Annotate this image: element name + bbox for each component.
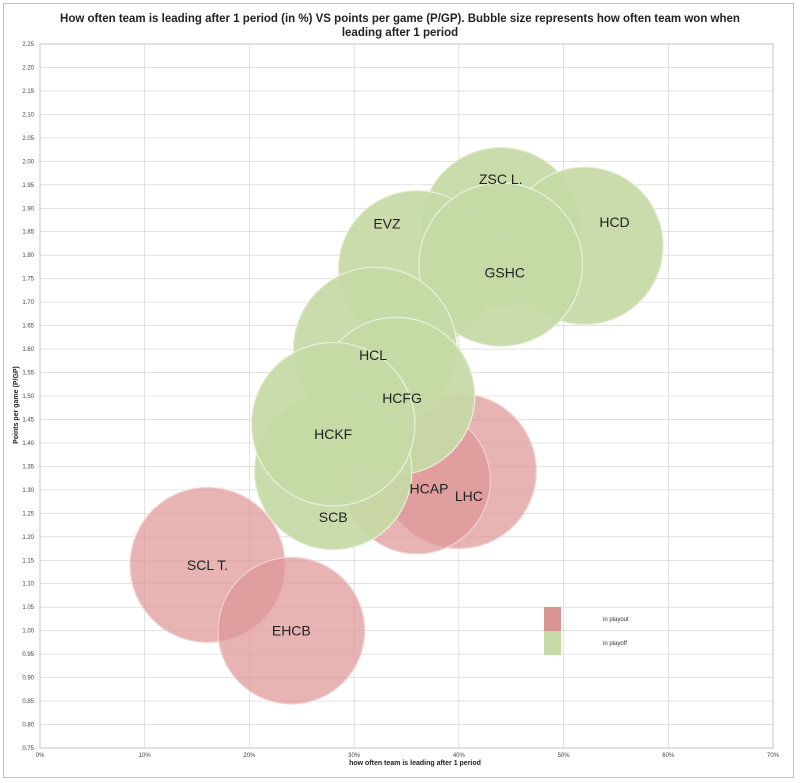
y-tick-label: 2.25 [22,42,34,48]
y-tick-label: 1.50 [22,394,34,400]
y-tick-label: 1.30 [22,488,34,494]
x-tick-label: 10% [139,753,152,759]
bubble-label: SCB [319,509,348,525]
legend-swatch [544,607,561,631]
y-tick-label: 1.05 [22,605,34,611]
x-tick-label: 30% [348,753,361,759]
bubble-label: HCAP [410,480,449,496]
y-tick-label: 2.20 [22,65,34,71]
y-tick-label: 1.00 [22,629,34,635]
y-tick-label: 1.35 [22,464,34,470]
y-tick-label: 1.60 [22,347,34,353]
y-tick-label: 1.15 [22,558,34,564]
y-tick-label: 2.15 [22,89,34,95]
y-tick-label: 1.90 [22,206,34,212]
legend-label: in playoff [603,641,627,647]
y-tick-label: 1.80 [22,253,34,259]
y-tick-label: 1.95 [22,183,34,189]
bubble-label: HCD [599,214,629,230]
y-tick-label: 2.05 [22,136,34,142]
y-tick-label: 0.80 [22,723,34,729]
y-tick-label: 1.55 [22,371,34,377]
x-tick-label: 0% [36,753,45,759]
bubble-label: HCL [359,347,387,363]
y-tick-label: 0.90 [22,676,34,682]
chart-frame [3,3,794,778]
y-tick-label: 1.70 [22,300,34,306]
legend: in playout in playoff [544,607,629,655]
bubble-label: ZSC L. [479,171,523,187]
bubbles: ZSC L. HCD EVZ GSHC LHC HCAP HCL HCFG SCB HCKF SCL… [129,146,664,705]
y-tick-label: 1.20 [22,535,34,541]
bubble-label: EHCB [272,623,311,639]
y-tick-label: 1.25 [22,511,34,517]
bubble [418,182,584,347]
bubble-label: HCKF [314,426,352,442]
axis-ticks: 0.75 0.80 0.85 0.90 0.95 1.00 1.05 1.10 1.15 1.20… [22,42,779,759]
x-tick-label: 20% [243,753,256,759]
y-tick-label: 0.75 [22,746,34,752]
bubble-label: SCL T. [187,557,228,573]
bubble-label: LHC [455,488,483,504]
x-tick-label: 70% [767,753,780,759]
y-tick-label: 0.85 [22,699,34,705]
y-tick-label: 1.40 [22,441,34,447]
y-tick-label: 1.75 [22,277,34,283]
plot-border [39,43,774,749]
bubble-label: HCFG [382,390,422,406]
y-tick-label: 1.85 [22,230,34,236]
legend-label: in playout [603,617,629,623]
x-tick-label: 40% [453,753,466,759]
bubble [250,341,416,507]
y-tick-label: 2.00 [22,159,34,165]
y-tick-label: 1.10 [22,582,34,588]
bubble-label: GSHC [485,265,525,281]
y-tick-label: 1.45 [22,417,34,423]
legend-swatch [544,631,561,655]
x-axis-label: how often team is leading after 1 period [349,760,481,767]
chart-title: How often team is leading after 1 period… [60,13,740,39]
x-tick-label: 50% [558,753,571,759]
y-tick-label: 0.95 [22,652,34,658]
y-tick-label: 2.10 [22,112,34,118]
y-tick-label: 1.65 [22,324,34,330]
bubble [217,556,366,705]
bubble-label: EVZ [373,215,401,231]
x-tick-label: 60% [662,753,675,759]
